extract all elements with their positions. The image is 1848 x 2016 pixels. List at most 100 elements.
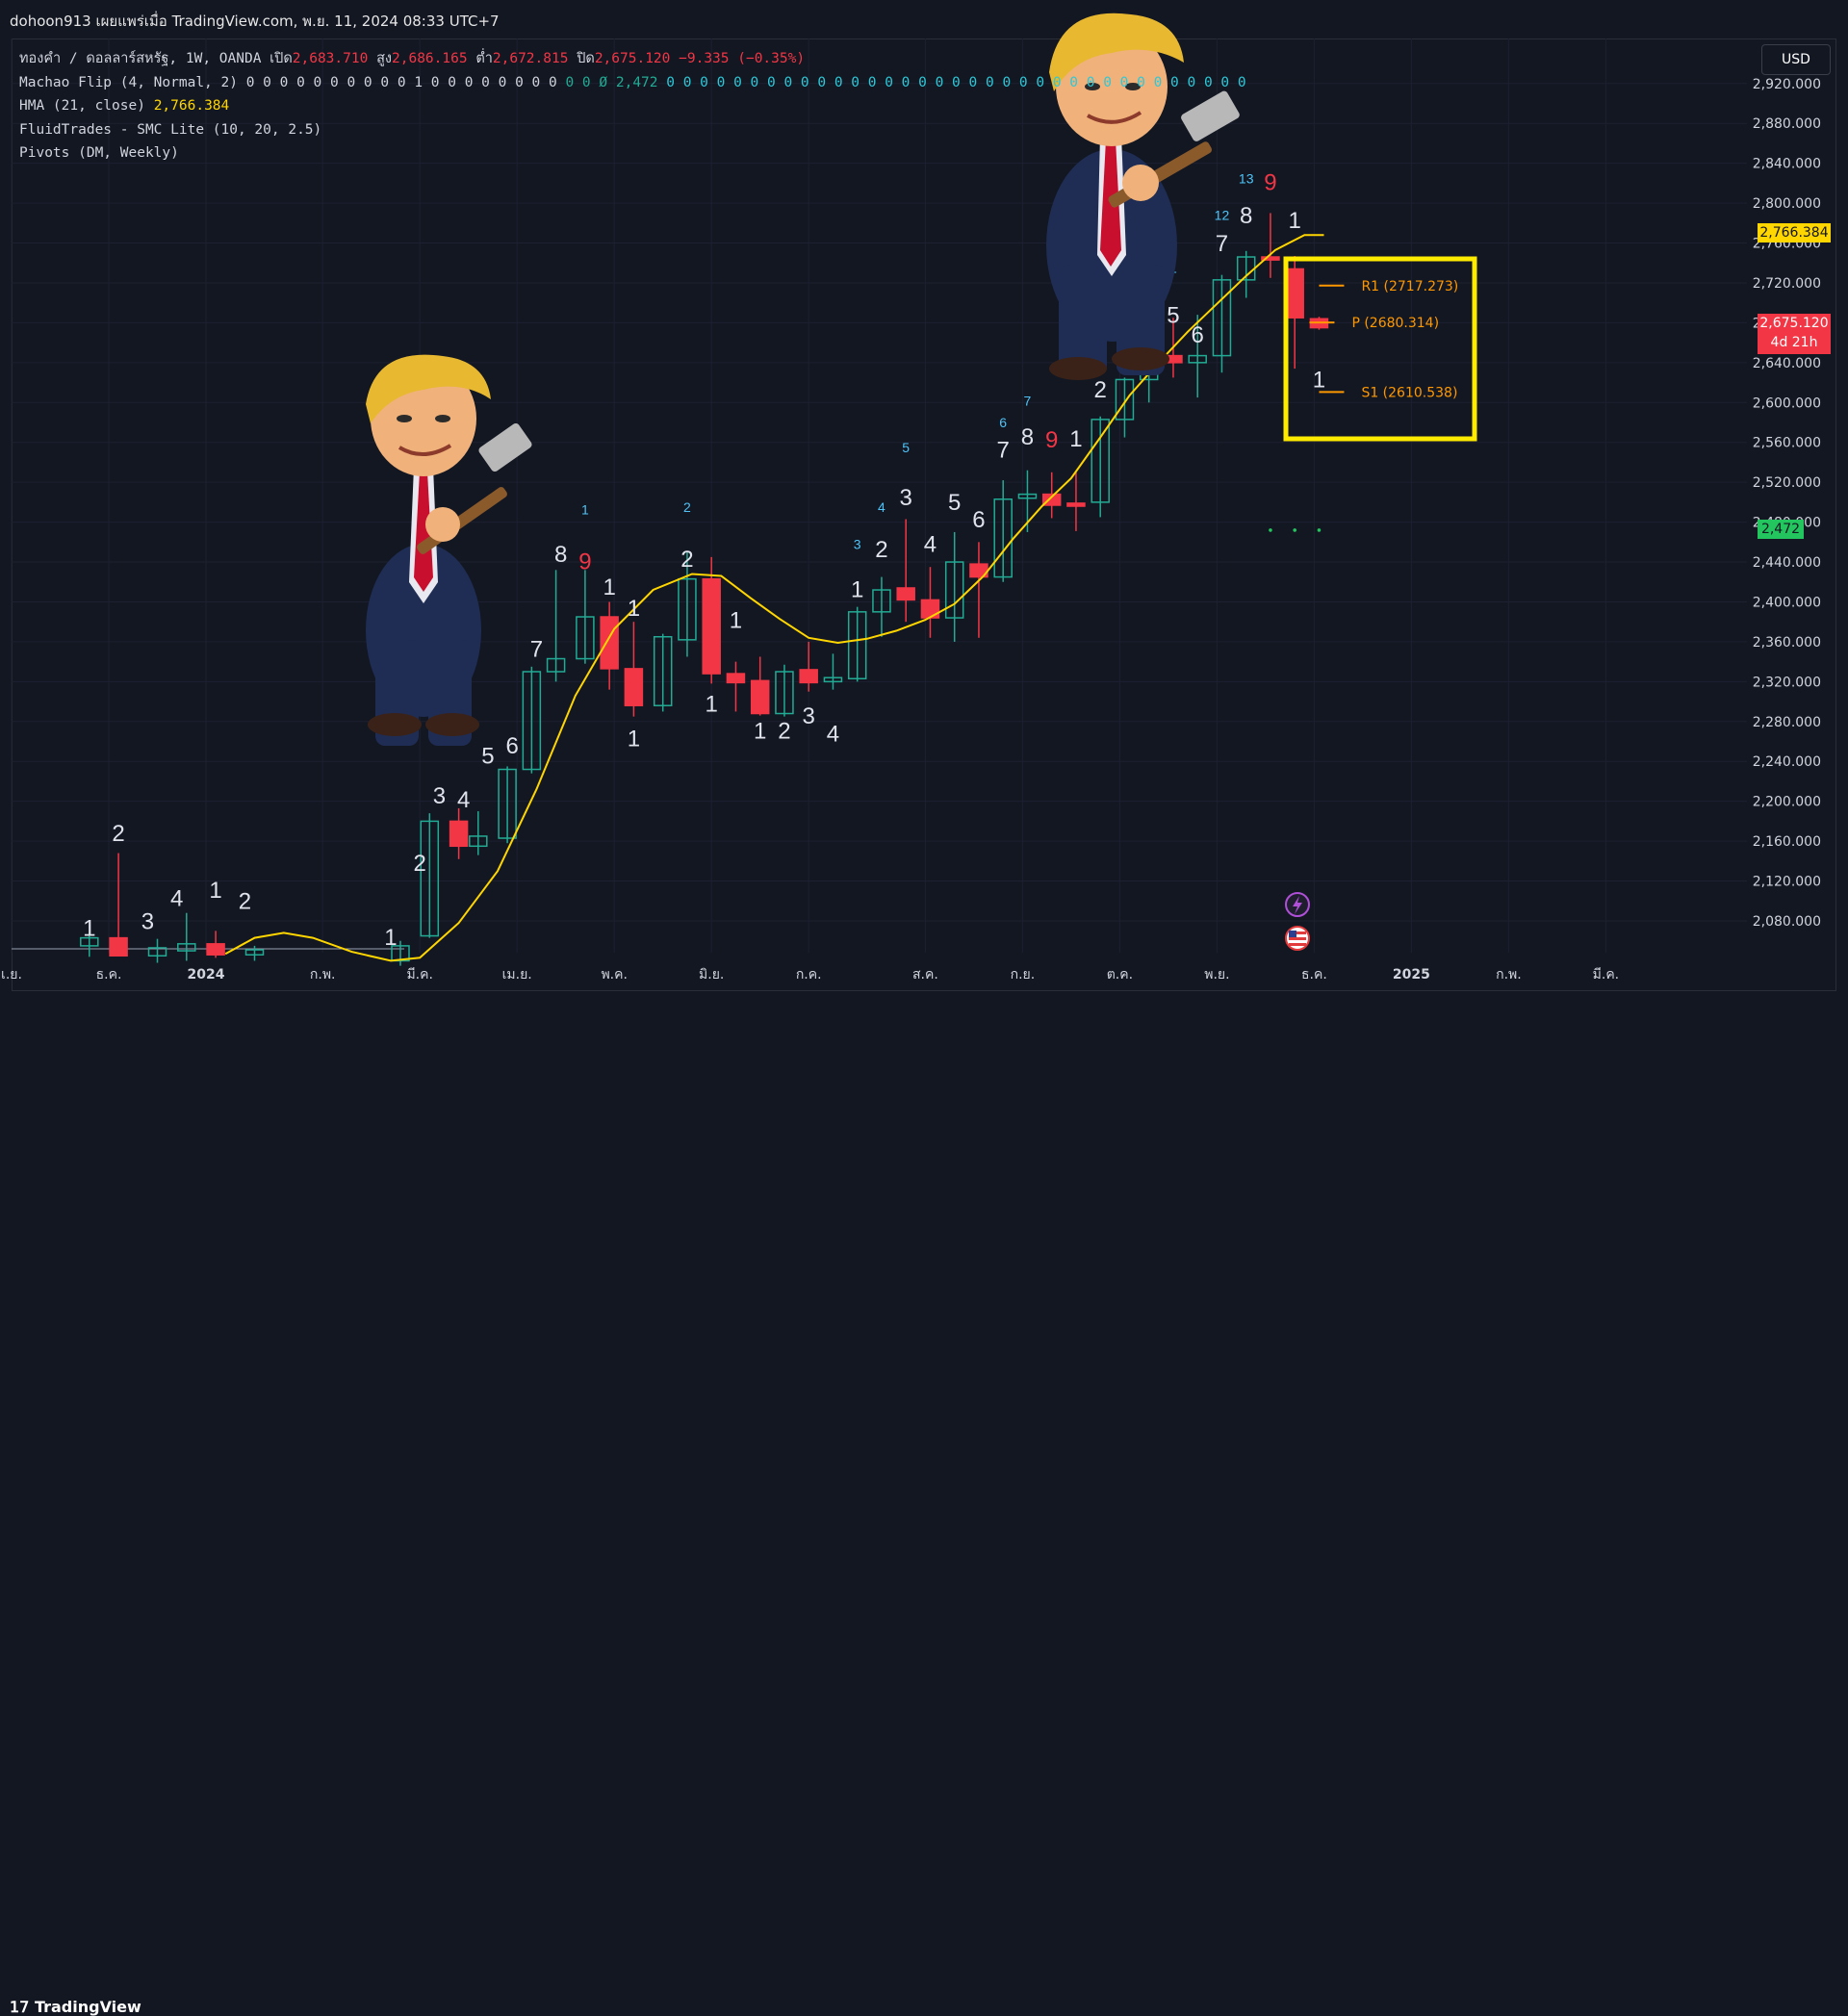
candle-body[interactable] — [600, 616, 619, 670]
machao-values-a: 0 0 0 0 0 0 0 0 0 0 1 0 0 0 0 0 0 0 0 — [245, 74, 557, 90]
candle-body[interactable] — [993, 498, 1013, 578]
candle-body[interactable] — [1285, 268, 1304, 319]
price-tick-label: 2,160.000 — [1753, 834, 1821, 850]
candle-body[interactable] — [576, 616, 595, 660]
candle-body[interactable] — [469, 835, 488, 848]
sequence-number: 2 — [683, 499, 691, 515]
time-tick-label: มี.ค. — [406, 967, 433, 982]
candle-body[interactable] — [750, 679, 770, 715]
candle-body[interactable] — [872, 589, 891, 613]
sequence-number: 12 — [1215, 208, 1230, 223]
sequence-number: 4 — [170, 885, 183, 911]
candle-body[interactable] — [244, 949, 265, 956]
sequence-number: 6 — [505, 733, 518, 759]
time-tick-label: ต.ค. — [1107, 967, 1133, 982]
sequence-number: 6 — [972, 507, 985, 533]
candle-body[interactable] — [1115, 378, 1135, 421]
candle-body[interactable] — [1188, 354, 1207, 364]
candle-body[interactable] — [920, 599, 940, 619]
sequence-number: 1 — [1069, 426, 1082, 452]
price-tick-label: 2,920.000 — [1753, 77, 1821, 92]
sequence-number: 7 — [1024, 393, 1032, 408]
sequence-number: 8 — [1021, 424, 1034, 450]
candle-body[interactable] — [177, 943, 196, 952]
candle-body[interactable] — [1091, 419, 1110, 503]
time-tick-label: เ.ย. — [1, 967, 22, 982]
candle-body[interactable] — [1017, 493, 1038, 499]
low-value: 2,672.815 — [492, 51, 569, 66]
machao-dot — [1293, 528, 1296, 532]
tradingview-logo[interactable]: 𝟣𝟩 TradingView — [10, 1998, 141, 2016]
sequence-number: 1 — [851, 576, 863, 602]
chart-legend: ทองคำ / ดอลลาร์สหรัฐ, 1W, OANDA เปิด2,68… — [19, 47, 1246, 166]
sequence-number: 1 — [384, 925, 397, 951]
candle-body[interactable] — [109, 936, 128, 957]
candle-body[interactable] — [823, 676, 843, 683]
time-tick-label: มี.ค. — [1593, 967, 1620, 982]
sequence-number: 1 — [209, 878, 221, 904]
sequence-number: 5 — [481, 743, 494, 769]
candle-body[interactable] — [206, 943, 225, 956]
candle-body[interactable] — [702, 577, 721, 675]
price-tick-label: 2,240.000 — [1753, 754, 1821, 770]
time-tick-label: พ.ค. — [601, 967, 628, 982]
candle-body[interactable] — [522, 671, 542, 771]
price-tick-label: 2,440.000 — [1753, 555, 1821, 571]
price-tick-label: 2,600.000 — [1753, 396, 1821, 411]
sequence-number: 2 — [680, 547, 693, 573]
pivots-legend-row[interactable]: Pivots (DM, Weekly) — [19, 141, 1246, 166]
candle-body[interactable] — [944, 561, 964, 619]
sequence-number: 8 — [554, 542, 567, 568]
us-flag-stripes-3 — [1289, 943, 1306, 946]
candle-body[interactable] — [847, 611, 867, 680]
low-label: ต่ำ — [475, 51, 493, 66]
candle-body[interactable] — [498, 768, 517, 839]
candle-body[interactable] — [391, 945, 410, 962]
candle-body[interactable] — [799, 669, 818, 684]
sequence-number: 5 — [948, 490, 961, 516]
pivots-label: Pivots (DM, Weekly) — [19, 145, 179, 161]
hma-value: 2,766.384 — [153, 98, 230, 114]
machao-values-b: 0 0 Ø — [565, 74, 608, 90]
price-chart[interactable]: R1 (2717.273) P (2680.314) S1 (2610.538) 1… — [0, 0, 1848, 1039]
tv-brand-text: TradingView — [34, 1998, 141, 2016]
candle-body[interactable] — [653, 635, 673, 706]
candle-body[interactable] — [80, 936, 99, 947]
candle-body[interactable] — [624, 668, 644, 706]
pivot-label: R1 (2717.273) — [1361, 279, 1458, 294]
candle-body[interactable] — [449, 820, 469, 848]
close-label: ปิด — [577, 51, 595, 66]
sequence-number: 4 — [827, 722, 839, 748]
candle-body[interactable] — [546, 657, 566, 673]
close-value: 2,675.120 — [594, 51, 671, 66]
candle-body[interactable] — [420, 820, 440, 937]
event-icons — [1285, 892, 1310, 951]
machao-price-tag: 2,472 — [1758, 520, 1804, 539]
sequence-number: 1 — [1313, 368, 1325, 394]
currency-button[interactable]: USD — [1761, 44, 1831, 75]
machao-dot — [1269, 528, 1272, 532]
sequence-number: 7 — [530, 636, 543, 662]
candle-body[interactable] — [1212, 279, 1232, 357]
candle-body[interactable] — [1066, 502, 1086, 507]
machao-legend-row[interactable]: Machao Flip (4, Normal, 2) 0 0 0 0 0 0 0… — [19, 71, 1246, 95]
price-tick-label: 2,640.000 — [1753, 356, 1821, 371]
sequence-number: 7 — [997, 437, 1010, 463]
sequence-number: 1 — [730, 607, 742, 633]
candle-body[interactable] — [726, 673, 746, 684]
sequence-number: 1 — [754, 718, 766, 744]
hma-legend-row[interactable]: HMA (21, close) 2,766.384 — [19, 94, 1246, 118]
candle-body[interactable] — [678, 577, 697, 641]
candle-body[interactable] — [1261, 256, 1280, 261]
time-tick-label: 2025 — [1393, 967, 1430, 982]
price-tick-label: 2,200.000 — [1753, 795, 1821, 810]
open-label: เปิด — [270, 51, 293, 66]
candle-body[interactable] — [896, 587, 915, 601]
symbol-legend-row[interactable]: ทองคำ / ดอลลาร์สหรัฐ, 1W, OANDA เปิด2,68… — [19, 47, 1246, 71]
fluid-legend-row[interactable]: FluidTrades - SMC Lite (10, 20, 2.5) — [19, 118, 1246, 142]
published-by-text: dohoon913 เผยแพร่เมื่อ TradingView.com, … — [10, 13, 500, 30]
candle-body[interactable] — [1041, 493, 1062, 506]
candle-body[interactable] — [775, 671, 794, 715]
candle-body[interactable] — [147, 947, 167, 957]
time-tick-label: มิ.ย. — [699, 967, 724, 982]
